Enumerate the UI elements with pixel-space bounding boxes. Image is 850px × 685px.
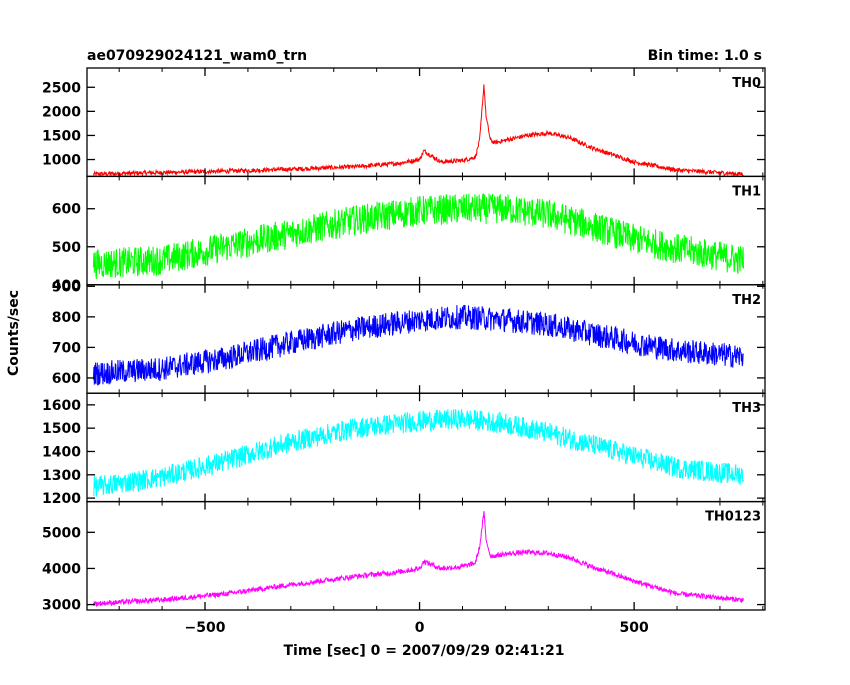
y-tick-label: 600 — [52, 202, 81, 218]
y-tick-label: 4000 — [42, 561, 81, 577]
panel-label: TH1 — [732, 184, 761, 199]
y-tick-label: 1300 — [42, 468, 81, 484]
y-tick-label: 2000 — [42, 104, 81, 120]
y-tick-label: 3000 — [42, 598, 81, 614]
y-tick-label: 1500 — [42, 421, 81, 437]
y-tick-label: 600 — [52, 371, 81, 387]
x-axis-label: Time [sec] 0 = 2007/09/29 02:41:21 — [284, 643, 565, 659]
panels-group: 1000 1500 2000 2500 TH0 400 500 600 TH1 600 700 800… — [42, 67, 766, 636]
panel-th3: 1200 1300 1400 1500 1600 TH3 — [42, 392, 766, 507]
panel-label: TH2 — [732, 293, 761, 308]
series-line-th3 — [93, 409, 744, 497]
series-line-th0123 — [92, 510, 744, 608]
y-tick-label: 1500 — [42, 128, 81, 144]
y-tick-label: 2500 — [42, 80, 81, 96]
y-tick-label: 400 — [52, 278, 81, 294]
y-tick-label: 1200 — [42, 491, 81, 507]
x-tick-label: 0 — [415, 620, 425, 636]
y-tick-label: 500 — [52, 240, 81, 256]
series-line-th2 — [92, 304, 744, 386]
panel-label: TH0123 — [705, 510, 761, 525]
panel-frame — [86, 67, 766, 178]
panel-th2: 600 700 800 900 TH2 — [52, 279, 766, 394]
panel-frame — [86, 175, 766, 286]
x-tick-label: 500 — [620, 620, 649, 636]
y-tick-label: 1600 — [42, 398, 81, 414]
x-tick-label: −500 — [185, 620, 226, 636]
panel-th0: 1000 1500 2000 2500 TH0 — [42, 67, 766, 178]
series-line-th0 — [92, 84, 744, 177]
panel-frame — [86, 392, 766, 503]
panel-th1: 400 500 600 TH1 — [52, 175, 766, 294]
panel-th0123: 3000 4000 5000 TH0123 — [42, 500, 766, 614]
panel-label: TH0 — [732, 76, 761, 91]
y-tick-label: 700 — [52, 340, 81, 356]
y-tick-label: 1400 — [42, 444, 81, 460]
y-tick-label: 5000 — [42, 525, 81, 541]
y-tick-label: 1000 — [42, 153, 81, 169]
panel-frame — [86, 284, 766, 394]
chart-title: ae070929024121_wam0_trn — [87, 48, 307, 64]
panel-label: TH3 — [732, 401, 761, 416]
panel-frame — [86, 500, 766, 611]
bin-time-label: Bin time: 1.0 s — [648, 48, 762, 64]
y-axis-label: Counts/sec — [6, 290, 22, 376]
y-tick-label: 800 — [52, 310, 81, 326]
series-line-th1 — [92, 192, 744, 280]
y-tick-label: 900 — [52, 279, 81, 295]
